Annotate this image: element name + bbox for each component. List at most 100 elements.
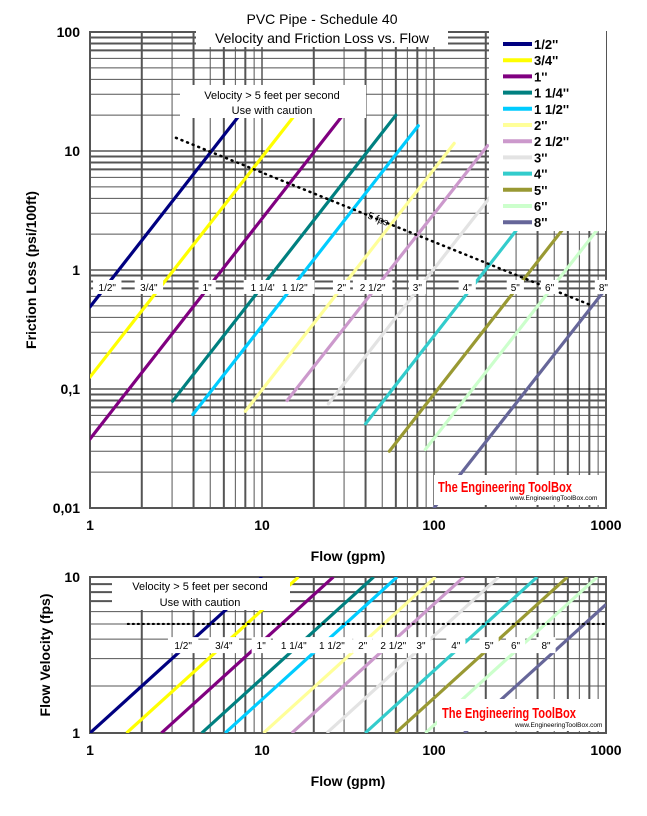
caution-bg — [112, 578, 290, 610]
y-axis-label: Friction Loss (psi/100ft) — [23, 191, 39, 349]
pipe-label: 3/4" — [140, 283, 158, 294]
pipe-label: 1" — [257, 641, 267, 652]
y-tick-label: 10 — [64, 569, 80, 585]
velocity-line-3 — [200, 577, 375, 733]
legend-entry: 1'' — [534, 69, 547, 84]
pipe-label-bg — [594, 279, 612, 294]
pipe-label-bg — [446, 637, 466, 654]
pipe-label-bg — [372, 637, 415, 654]
y-tick-label: 0,01 — [53, 500, 80, 516]
legend-entry: 6'' — [534, 199, 547, 214]
legend-entry: 5'' — [534, 183, 547, 198]
series-line-4 — [191, 124, 420, 417]
pipe-label: 4" — [451, 641, 461, 652]
pipe-label: 6" — [511, 641, 521, 652]
pipe-label: 2 1/2" — [360, 283, 386, 294]
series-lines — [90, 577, 606, 733]
pipe-label: 2 1/2" — [380, 641, 406, 652]
pipe-label-bg — [272, 637, 315, 654]
series-line-2 — [90, 113, 345, 441]
watermark-url: www.EngineeringToolBox.com — [514, 722, 602, 729]
chart-title: PVC Pipe - Schedule 40 — [247, 11, 398, 27]
legend-bg — [489, 31, 606, 231]
pipe-label-bg — [274, 279, 315, 294]
velocity-line-4 — [224, 577, 399, 733]
legend-entry: 8'' — [534, 215, 547, 230]
x-tick-label: 1000 — [590, 517, 621, 533]
velocity-line-7 — [325, 577, 500, 733]
legend-entry: 1/2'' — [534, 37, 558, 52]
series-line-11 — [432, 286, 606, 508]
velocity-line-6 — [290, 577, 465, 733]
pipe-label: 2" — [358, 641, 368, 652]
x-tick-label: 10 — [254, 517, 270, 533]
series-line-3 — [170, 113, 398, 403]
legend-entry: 4'' — [534, 167, 547, 182]
series-line-6 — [285, 144, 490, 403]
pipe-label: 8" — [541, 641, 551, 652]
pipe-label-bg — [541, 279, 559, 294]
pipe-label-bg — [134, 279, 164, 294]
y-tick-label: 100 — [57, 24, 81, 40]
y-tick-label: 1 — [72, 262, 80, 278]
series-line-10 — [423, 217, 606, 452]
y-axis-label: Flow Velocity (fps) — [37, 594, 53, 717]
velocity-line-2 — [160, 577, 335, 733]
pipe-label: 1" — [203, 283, 213, 294]
legend-entry: 2 1/2'' — [534, 134, 569, 149]
watermark-url: www.EngineeringToolBox.com — [509, 495, 597, 502]
series-line-0 — [90, 113, 242, 309]
pipe-label: 2" — [337, 283, 347, 294]
pipe-label-bg — [408, 279, 426, 294]
pipe-label: 3" — [413, 283, 423, 294]
legend-entry: 1 1/4'' — [534, 86, 569, 101]
pipe-label-bg — [352, 279, 393, 294]
x-tick-label: 100 — [422, 742, 446, 758]
legend: 1/2''3/4''1'' 1 1/4''1 1/2''2''2 1/2''3''… — [489, 31, 606, 231]
legend-entry: 2'' — [534, 118, 547, 133]
pipe-label-bg — [505, 637, 526, 654]
x-tick-label: 1 — [86, 517, 94, 533]
pipe-label-bg — [311, 637, 353, 654]
x-axis-label: Flow (gpm) — [311, 548, 386, 564]
pipe-label: 1/2" — [174, 641, 192, 652]
caution-text: Use with caution — [160, 597, 241, 609]
pipe-label: 1 1/4" — [281, 641, 307, 652]
x-tick-label: 1000 — [590, 742, 621, 758]
y-tick-label: 0,1 — [61, 381, 81, 397]
velocity-line-9 — [394, 577, 569, 733]
chart-1: 1/2" 3/4" 1" 1 1/4" 1 1/2" 2" 2 1/2" 3" 4" 5" 6" 8"… — [37, 569, 622, 789]
velocity-line-5 — [262, 577, 437, 733]
pipe-label-bg — [208, 637, 240, 654]
series-line-5 — [243, 141, 456, 413]
pipe-label: 5" — [511, 283, 521, 294]
pipe-label: 8" — [599, 283, 609, 294]
pipe-label-bg — [243, 279, 284, 294]
pipe-label: 3/4" — [215, 641, 233, 652]
watermark-logo: The Engineering ToolBox — [442, 705, 576, 722]
pipe-label: 6" — [545, 283, 555, 294]
y-tick-label: 10 — [64, 143, 80, 159]
caution-text: Use with caution — [232, 105, 313, 117]
pipe-label: 1 1/2" — [319, 641, 345, 652]
pipe-label-bg — [93, 279, 122, 294]
series-line-1 — [90, 113, 297, 379]
legend-entry: 3/4'' — [534, 53, 558, 68]
pipe-label: 3" — [416, 641, 426, 652]
subtitle-bg — [196, 29, 448, 47]
pipe-label: 1/2" — [99, 283, 117, 294]
legend-entry: 3'' — [534, 150, 547, 165]
caution-text: Velocity > 5 feet per second — [204, 90, 339, 102]
pipe-label: 5" — [485, 641, 495, 652]
pipe-label: 1 1/2" — [282, 283, 308, 294]
reference-line-5fps — [174, 136, 592, 307]
chart-subtitle: Velocity and Friction Loss vs. Flow — [215, 30, 430, 46]
pipe-label-bg — [536, 637, 556, 654]
pipe-label: 4" — [463, 283, 473, 294]
watermark-bg — [434, 475, 604, 505]
legend-entry: 1 1/2'' — [534, 102, 569, 117]
x-axis-label: Flow (gpm) — [311, 773, 386, 789]
